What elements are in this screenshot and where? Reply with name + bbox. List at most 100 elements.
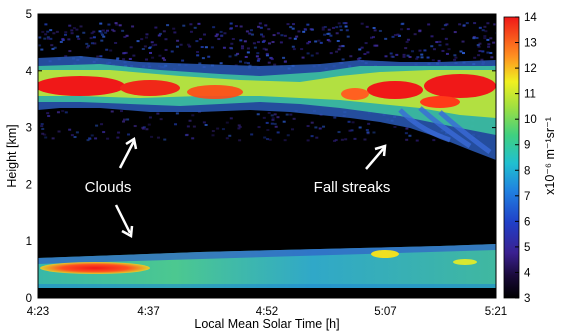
- speckle-dot: [346, 35, 350, 38]
- speckle-dot: [158, 54, 162, 57]
- speckle-dot: [59, 40, 63, 43]
- speckle-dot: [246, 62, 250, 65]
- speckle-dot: [309, 28, 313, 31]
- speckle-dot: [236, 52, 240, 55]
- speckle-dot: [93, 42, 97, 45]
- speckle-dot: [480, 58, 484, 61]
- speckle-dot: [477, 54, 481, 57]
- speckle-dot: [486, 51, 490, 54]
- speckle-dot: [360, 22, 364, 25]
- speckle-dot: [486, 22, 490, 25]
- speckle-dot: [472, 37, 476, 40]
- speckle-dot: [290, 128, 294, 131]
- speckle-dot: [384, 37, 388, 40]
- speckle-dot: [195, 40, 199, 43]
- speckle-dot: [253, 46, 257, 49]
- cloud-core-7: [341, 88, 369, 100]
- speckle-dot: [483, 35, 487, 38]
- speckle-dot: [223, 32, 227, 35]
- speckle-dot: [112, 30, 116, 33]
- speckle-dot: [41, 132, 45, 135]
- speckle-dot: [228, 46, 232, 49]
- speckle-dot: [145, 36, 149, 39]
- speckle-dot: [104, 31, 108, 34]
- speckle-dot: [336, 40, 340, 43]
- colorbar-ticks: 3 4 5 6 7 8 9 10 11 12 13 14: [515, 12, 537, 305]
- speckle-dot: [261, 35, 265, 38]
- speckle-dot: [201, 57, 205, 60]
- speckle-dot: [395, 53, 399, 56]
- speckle-dot: [164, 48, 168, 51]
- y-tick-label: 4: [26, 66, 33, 78]
- speckle-dot: [46, 30, 50, 33]
- y-axis: 0 1 2 3 4 5: [26, 9, 496, 305]
- speckle-dot: [306, 125, 310, 128]
- speckle-dot: [118, 24, 122, 27]
- speckle-dot: [225, 121, 229, 124]
- speckle-dot: [489, 51, 493, 54]
- speckle-dot: [123, 35, 127, 38]
- speckle-dot: [127, 133, 131, 136]
- speckle-dot: [166, 24, 170, 27]
- speckle-dot: [250, 33, 254, 36]
- speckle-dot: [406, 54, 410, 57]
- speckle-dot: [257, 57, 261, 60]
- speckle-dot: [438, 40, 442, 43]
- speckle-dot: [174, 123, 178, 126]
- speckle-dot: [332, 139, 336, 142]
- speckle-dot: [219, 30, 223, 33]
- speckle-dot: [353, 137, 357, 140]
- speckle-dot: [475, 36, 479, 39]
- speckle-dot: [107, 23, 111, 26]
- speckle-dot: [262, 39, 266, 42]
- speckle-dot: [38, 44, 42, 47]
- speckle-dot: [280, 34, 284, 37]
- speckle-dot: [82, 31, 86, 34]
- speckle-dot: [341, 45, 345, 48]
- speckle-dot: [150, 41, 154, 44]
- speckle-dot: [186, 125, 190, 128]
- speckle-dot: [159, 118, 163, 121]
- speckle-dot: [162, 30, 166, 33]
- y-tick-label: 1: [26, 236, 32, 248]
- speckle-dot: [38, 36, 42, 39]
- speckle-dot: [68, 24, 72, 27]
- speckle-dot: [300, 48, 304, 51]
- speckle-dot: [295, 35, 299, 38]
- speckle-dot: [158, 32, 162, 35]
- speckle-dot: [487, 45, 491, 48]
- speckle-dot: [258, 22, 262, 25]
- speckle-dot: [76, 35, 80, 38]
- speckle-dot: [145, 33, 149, 36]
- lower-layer-yellow-1: [371, 250, 399, 258]
- speckle-dot: [188, 119, 192, 122]
- speckle-dot: [408, 56, 412, 59]
- speckle-dot: [297, 30, 301, 33]
- speckle-dot: [196, 54, 200, 57]
- speckle-dot: [445, 43, 449, 46]
- speckle-dot: [197, 22, 201, 25]
- speckle-dot: [404, 132, 408, 135]
- speckle-dot: [95, 124, 99, 127]
- speckle-dot: [234, 25, 238, 28]
- fall-streaks: [398, 106, 492, 155]
- colorbar-tick-label: 6: [524, 216, 530, 228]
- speckle-dot: [430, 45, 434, 48]
- speckle-dot: [64, 111, 68, 114]
- speckle-dot: [256, 41, 260, 44]
- speckle-dot: [406, 38, 410, 41]
- speckle-dot: [46, 37, 50, 40]
- speckle-dot: [344, 138, 348, 141]
- speckle-dot: [61, 38, 65, 41]
- speckle-dot: [120, 110, 124, 113]
- speckle-dot: [321, 28, 325, 31]
- speckle-dot: [193, 26, 197, 29]
- speckle-dot: [237, 127, 241, 130]
- speckle-dot: [402, 55, 406, 58]
- speckle-dot: [88, 137, 92, 140]
- speckle-dot: [438, 44, 442, 47]
- speckle-dot: [415, 57, 419, 60]
- speckle-dot: [106, 137, 110, 140]
- speckle-dot: [418, 29, 422, 32]
- speckle-dot: [75, 28, 79, 31]
